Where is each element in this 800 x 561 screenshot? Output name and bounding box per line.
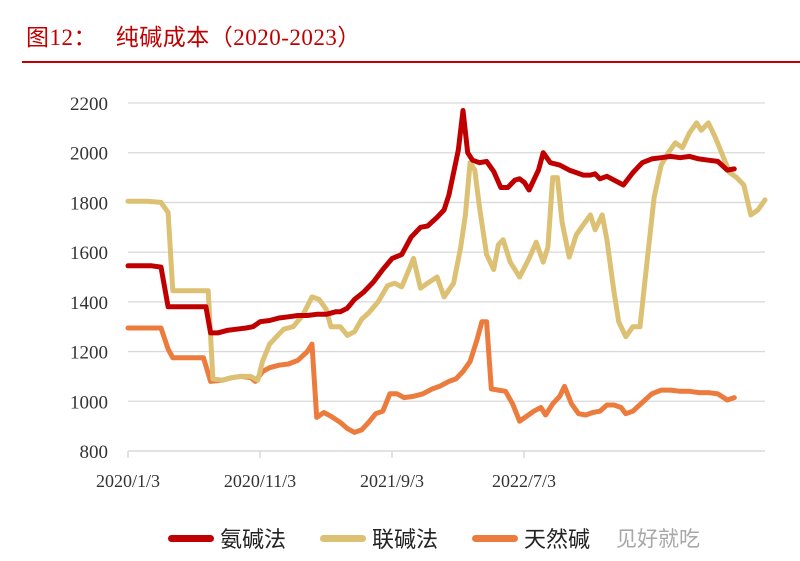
watermark: 见好就吃 <box>616 527 700 551</box>
gridlines <box>128 102 765 402</box>
y-axis: 800 1000 1200 1400 1600 1800 2000 2200 <box>70 94 108 463</box>
y-tick-label: 1200 <box>70 343 108 364</box>
figure-label: 图12： <box>26 25 97 50</box>
legend-item-natural: 天然碱 <box>472 522 590 554</box>
x-tick-label: 2020/11/3 <box>224 471 296 491</box>
series-lines <box>125 108 768 435</box>
legend-label: 氨碱法 <box>220 528 287 553</box>
y-tick-label: 1000 <box>70 392 108 413</box>
chart-title: 纯碱成本（2020-2023） <box>115 25 361 50</box>
x-axis: 2020/1/3 2020/11/3 2021/9/3 2022/7/3 <box>96 450 765 491</box>
legend-swatch <box>168 534 214 542</box>
y-tick-label: 1400 <box>70 293 108 314</box>
series-line-0 <box>125 108 737 336</box>
legend-swatch <box>320 534 367 542</box>
title-divider <box>22 61 800 63</box>
x-tick-label: 2022/7/3 <box>492 471 556 491</box>
y-tick-label: 800 <box>80 442 109 463</box>
legend-label: 天然碱 <box>524 528 591 553</box>
legend-item-joint: 联碱法 <box>320 522 438 554</box>
legend-item-ammonia: 氨碱法 <box>168 522 286 554</box>
x-tick-label: 2021/9/3 <box>360 471 424 491</box>
x-tick-label: 2020/1/3 <box>96 471 160 491</box>
legend: 氨碱法 联碱法 天然碱 <box>168 522 624 554</box>
y-tick-label: 1600 <box>70 243 108 264</box>
legend-label: 联碱法 <box>372 528 439 553</box>
series-line-2 <box>125 319 737 435</box>
y-tick-label: 2200 <box>70 94 108 115</box>
figure-title: 图12： 纯碱成本（2020-2023） <box>26 18 361 52</box>
y-tick-label: 1800 <box>70 193 108 214</box>
y-tick-label: 2000 <box>70 144 108 165</box>
legend-swatch <box>472 534 519 542</box>
